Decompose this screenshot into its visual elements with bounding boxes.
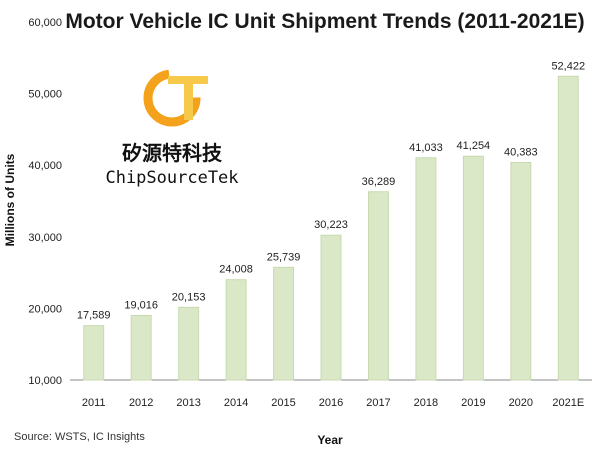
brand-logo <box>143 69 208 127</box>
y-axis-title: Millions of Units <box>3 153 17 246</box>
x-tick-label: 2012 <box>129 397 153 409</box>
bar-value-label: 41,254 <box>457 140 491 152</box>
brand-name-en: ChipSourceTek <box>105 168 238 188</box>
bar <box>273 266 295 381</box>
logo-stem-icon <box>184 80 193 120</box>
bars <box>83 75 579 381</box>
bar-value-label: 52,422 <box>551 60 585 72</box>
x-tick-label: 2017 <box>366 397 390 409</box>
bar-value-label: 30,223 <box>314 219 348 231</box>
y-tick-label: 30,000 <box>28 232 62 244</box>
y-tick-label: 20,000 <box>28 303 62 315</box>
chart-title: Motor Vehicle IC Unit Shipment Trends (2… <box>65 10 584 33</box>
x-tick-label: 2018 <box>414 397 438 409</box>
x-tick-label: 2011 <box>82 397 106 409</box>
bar <box>320 234 342 381</box>
x-tick-label: 2014 <box>224 397 248 409</box>
y-tick-label: 50,000 <box>28 89 62 101</box>
bar <box>462 155 484 381</box>
bar <box>557 75 579 381</box>
bar-labels: 17,589 19,016 20,153 24,008 25,739 30,223 36,2… <box>77 60 585 321</box>
y-axis-ticks: 10,000 20,000 30,000 40,000 50,000 60,000 <box>28 17 62 387</box>
x-axis-ticks: 2011 2012 2013 2014 2015 2016 2017 2018 2019 2020… <box>82 397 584 409</box>
y-tick-label: 60,000 <box>28 17 62 29</box>
x-tick-label: 2015 <box>271 397 295 409</box>
x-tick-label: 2013 <box>176 397 200 409</box>
x-tick-label: 2020 <box>509 397 533 409</box>
bar-value-label: 25,739 <box>267 251 301 263</box>
logo-ring-icon <box>143 69 201 127</box>
x-tick-label: 2021E <box>552 397 584 409</box>
x-tick-label: 2019 <box>461 397 485 409</box>
bar-value-label: 40,383 <box>504 146 538 158</box>
bar-value-label: 19,016 <box>124 299 158 311</box>
bar <box>415 157 437 381</box>
bar-value-label: 36,289 <box>362 176 396 188</box>
bar <box>367 191 389 381</box>
bar <box>178 306 200 381</box>
x-tick-label: 2016 <box>319 397 343 409</box>
bar-value-label: 24,008 <box>219 264 253 276</box>
x-axis-title: Year <box>317 433 343 447</box>
bar-value-label: 20,153 <box>172 291 206 303</box>
y-tick-label: 10,000 <box>28 375 62 387</box>
source-note: Source: WSTS, IC Insights <box>14 431 145 443</box>
brand-name-cn: 矽源特科技 <box>122 141 223 165</box>
bar <box>225 279 247 381</box>
bar-value-label: 17,589 <box>77 310 111 322</box>
bar <box>83 325 105 381</box>
bar <box>130 314 152 381</box>
bar-value-label: 41,033 <box>409 142 443 154</box>
bar <box>510 161 532 381</box>
y-tick-label: 40,000 <box>28 160 62 172</box>
